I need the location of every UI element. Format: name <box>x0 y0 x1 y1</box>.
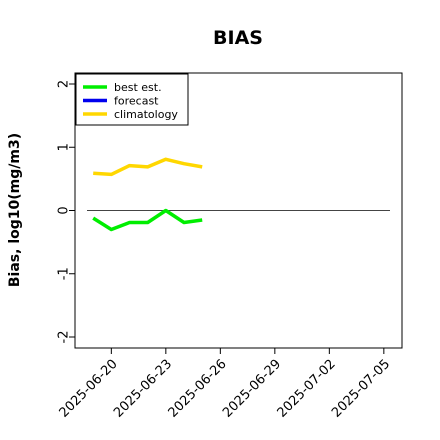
y-tick-label: 2 <box>57 80 72 88</box>
x-axis: 2025-06-202025-06-232025-06-262025-06-29… <box>57 348 393 421</box>
legend-label: best est. <box>114 81 162 94</box>
x-tick-label: 2025-07-05 <box>329 357 393 421</box>
series-line-climatology <box>93 157 203 177</box>
chart-title: BIAS <box>213 27 263 49</box>
y-tick-label: -2 <box>57 331 72 344</box>
series-line-best-est <box>92 208 203 232</box>
legend-label: forecast <box>114 95 159 108</box>
series-layer <box>92 157 203 232</box>
y-axis-label: Bias, log10(mg/m3) <box>7 133 23 287</box>
y-axis: 2 1 0 -1 -2 <box>57 80 75 344</box>
y-tick-label: 1 <box>57 143 72 151</box>
y-tick-label: -1 <box>57 267 72 280</box>
y-tick-label: 0 <box>57 206 72 214</box>
legend-label: climatology <box>114 108 178 121</box>
